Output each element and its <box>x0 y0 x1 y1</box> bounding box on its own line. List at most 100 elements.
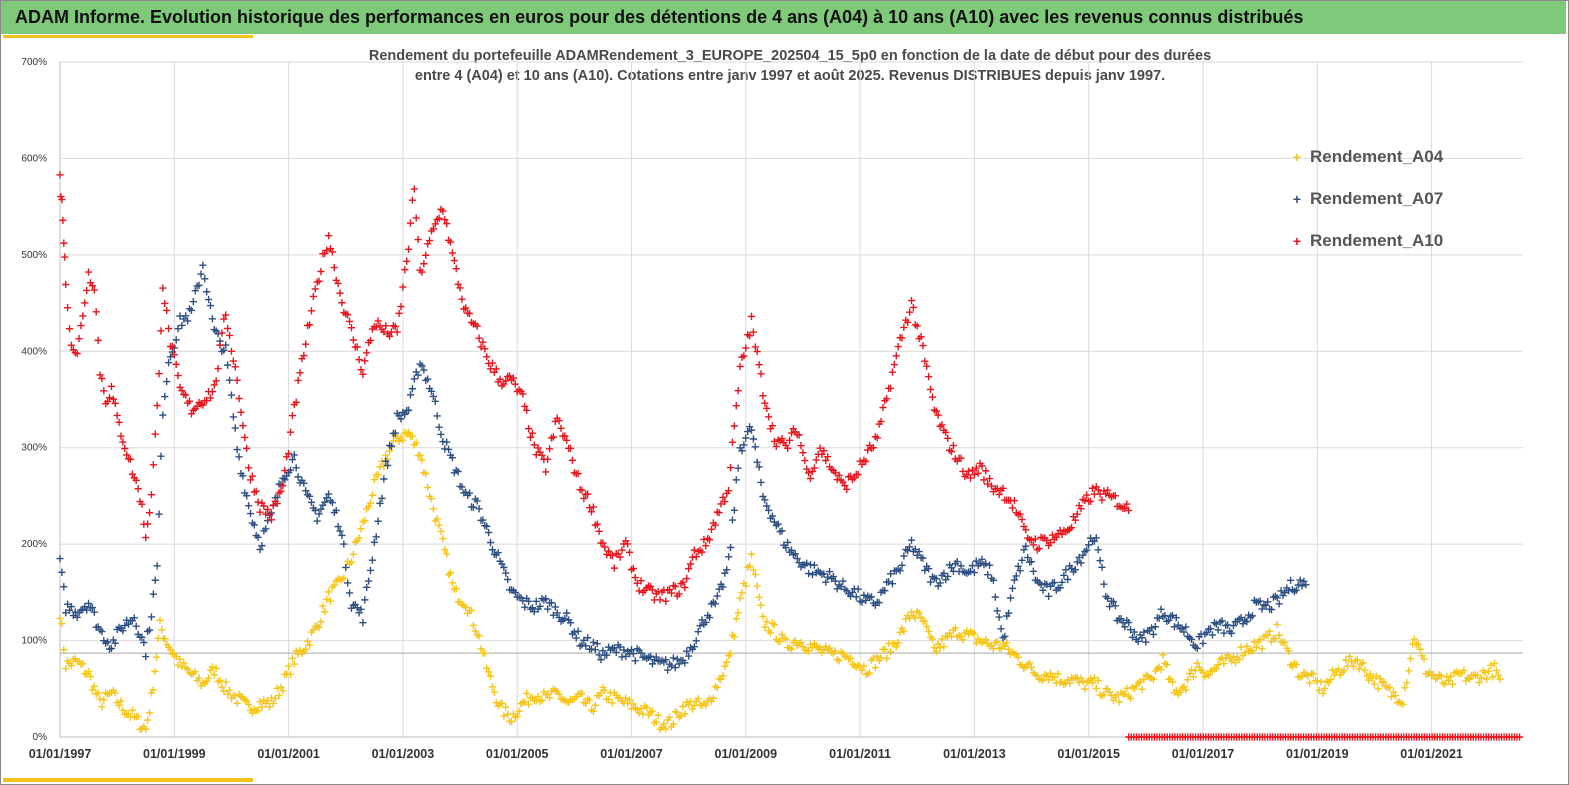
rendement-a07-point <box>591 646 599 654</box>
rendement-a10-point <box>414 235 422 244</box>
rendement-a04-point <box>1361 666 1369 674</box>
rendement-a07-point <box>208 315 216 323</box>
rendement-a07-point <box>1142 638 1150 646</box>
rendement-a10-point <box>294 376 302 385</box>
legend-marker-a10: + <box>1292 233 1302 249</box>
rendement-a07-point <box>986 561 994 569</box>
rendement-a04-point <box>1113 691 1121 699</box>
rendement-a07-point <box>544 605 552 613</box>
rendement-a07-point <box>130 614 138 622</box>
rendement-a07-point <box>932 575 940 583</box>
rendement-a10-point <box>420 260 428 268</box>
rendement-a10-point <box>667 589 676 597</box>
rendement-a04-point <box>1490 659 1499 667</box>
rendement-a04-point <box>738 589 746 597</box>
rendement-a04-point <box>883 654 891 663</box>
rendement-a07-point <box>858 598 866 606</box>
rendement-a07-point <box>1206 625 1215 633</box>
rendement-a10-point <box>906 308 914 316</box>
rendement-a04-point <box>265 703 274 711</box>
rendement-a10-point <box>928 393 937 401</box>
rendement-a04-point <box>1266 627 1274 635</box>
y-tick-label: 0% <box>33 732 48 743</box>
rendement-a07-point <box>229 413 237 421</box>
rendement-a10-point <box>366 336 375 345</box>
rendement-a07-point <box>957 562 965 570</box>
rendement-a10-point <box>907 297 916 305</box>
x-tick-label: 01/01/2013 <box>943 747 1006 761</box>
rendement-a10-point <box>584 490 592 498</box>
rendement-a07-point <box>56 554 64 563</box>
rendement-a10-point <box>269 501 277 509</box>
rendement-a07-point <box>669 654 677 662</box>
rendement-a04-point <box>745 562 754 570</box>
rendement-a10-point <box>397 302 405 311</box>
rendement-a04-point <box>1220 659 1228 668</box>
rendement-a07-point <box>921 566 929 574</box>
rendement-a04-point <box>1309 670 1318 678</box>
rendement-a04-point <box>1319 689 1327 697</box>
rendement-a07-point <box>142 652 150 661</box>
rendement-a10-point <box>987 482 996 490</box>
rendement-a10-point <box>521 402 529 410</box>
rendement-a10-point <box>344 311 352 319</box>
rendement-a04-point <box>622 694 630 702</box>
rendement-a10-point <box>685 565 693 573</box>
rendement-a07-point <box>698 616 706 624</box>
rendement-a10-point <box>909 303 918 312</box>
x-tick-label: 01/01/2015 <box>1057 747 1120 761</box>
rendement-a07-point <box>1157 605 1165 613</box>
rendement-a04-point <box>1182 686 1190 694</box>
accent-stripe-bottom <box>3 778 253 782</box>
rendement-a04-point <box>1186 670 1194 678</box>
rendement-a04-point <box>639 710 647 718</box>
rendement-a10-point <box>170 351 178 359</box>
rendement-a10-point <box>477 343 485 351</box>
rendement-a10-point <box>64 304 72 312</box>
rendement-a10-point <box>267 516 276 524</box>
rendement-a07-point <box>197 270 205 278</box>
rendement-a04-point <box>578 689 586 698</box>
rendement-a10-point <box>721 498 729 506</box>
rendement-a10-point <box>216 341 224 349</box>
rendement-a04-point <box>326 597 335 605</box>
rendement-a04-point <box>763 617 771 626</box>
rendement-a10-point <box>475 334 483 342</box>
rendement-a04-point <box>1090 674 1098 682</box>
rendement-a10-point <box>265 510 274 518</box>
rendement-a07-point <box>1096 557 1104 565</box>
rendement-a04-point <box>923 623 931 631</box>
rendement-a04-point <box>662 725 670 733</box>
chart-title-line-2: entre 4 (A04) et 10 ans (A10). Cotations… <box>414 68 1166 84</box>
rendement-a04-point <box>224 690 232 698</box>
rendement-a04-point <box>435 521 443 529</box>
rendement-a04-point <box>1212 665 1220 673</box>
rendement-a07-point <box>151 576 159 584</box>
rendement-a07-point <box>104 638 112 646</box>
rendement-a10-point <box>968 466 977 474</box>
rendement-a07-point <box>725 553 733 561</box>
rendement-a04-point <box>84 667 93 676</box>
rendement-a10-point <box>1067 524 1076 532</box>
rendement-a04-point <box>244 700 253 709</box>
rendement-a10-point <box>1094 486 1102 494</box>
rendement-a10-point <box>883 395 891 403</box>
rendement-a04-point <box>654 711 662 719</box>
rendement-a10-point <box>542 468 550 476</box>
rendement-a07-point <box>187 306 196 314</box>
rendement-a10-point <box>580 494 588 503</box>
rendement-a07-point <box>696 622 704 630</box>
rendement-a07-point <box>763 502 771 510</box>
rendement-a10-point <box>601 543 609 551</box>
rendement-a10-point <box>77 321 85 330</box>
rendement-a10-point <box>749 328 758 336</box>
rendement-a07-point <box>1256 597 1264 605</box>
rendement-a07-point <box>966 567 975 575</box>
rendement-a10-point <box>982 467 990 475</box>
rendement-a07-point <box>98 627 106 636</box>
rendement-a10-point <box>465 309 474 318</box>
rendement-a04-point <box>1100 690 1108 699</box>
rendement-a07-point <box>323 494 331 502</box>
rendement-a10-point <box>94 336 102 344</box>
rendement-a07-point <box>805 569 813 578</box>
